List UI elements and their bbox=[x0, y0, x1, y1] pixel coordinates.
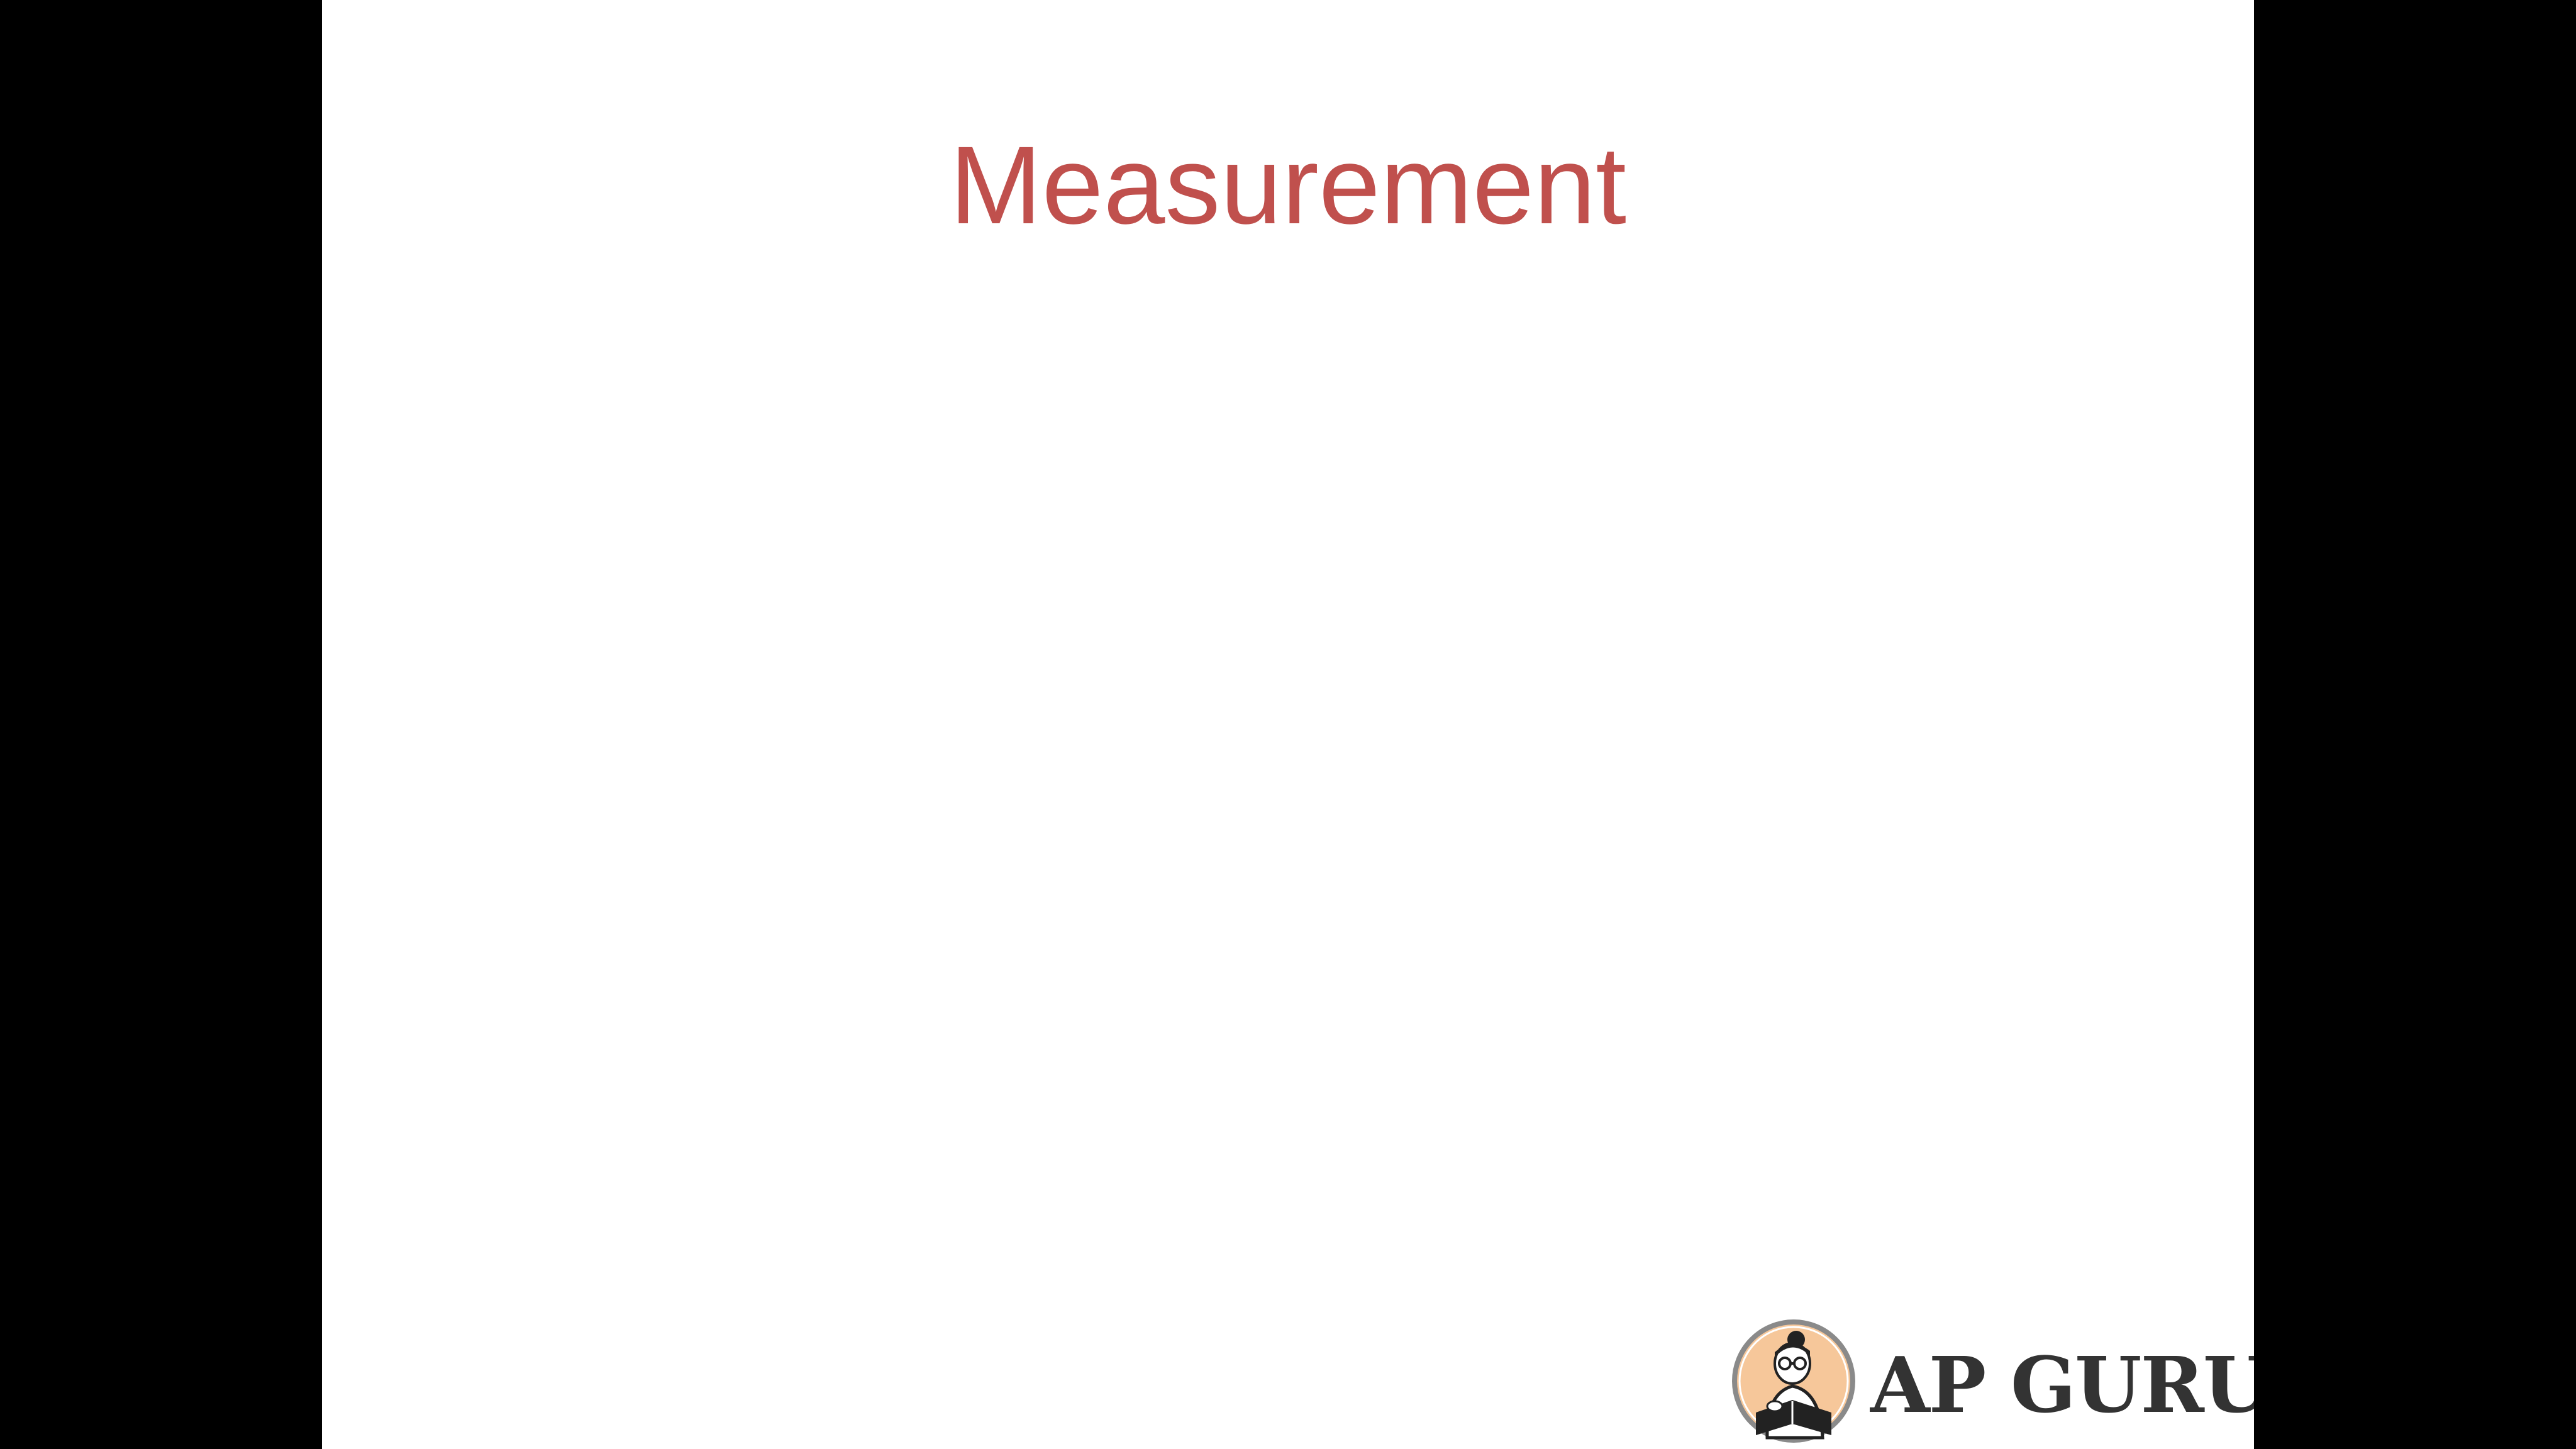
slide-title: Measurement bbox=[949, 124, 1627, 247]
slide: Measurement bbox=[322, 0, 2254, 1449]
ap-guru-logo: AP GURU bbox=[1726, 1312, 2254, 1449]
reading-person-icon bbox=[1732, 1319, 1855, 1443]
logo-text: AP GURU bbox=[1870, 1340, 2254, 1430]
